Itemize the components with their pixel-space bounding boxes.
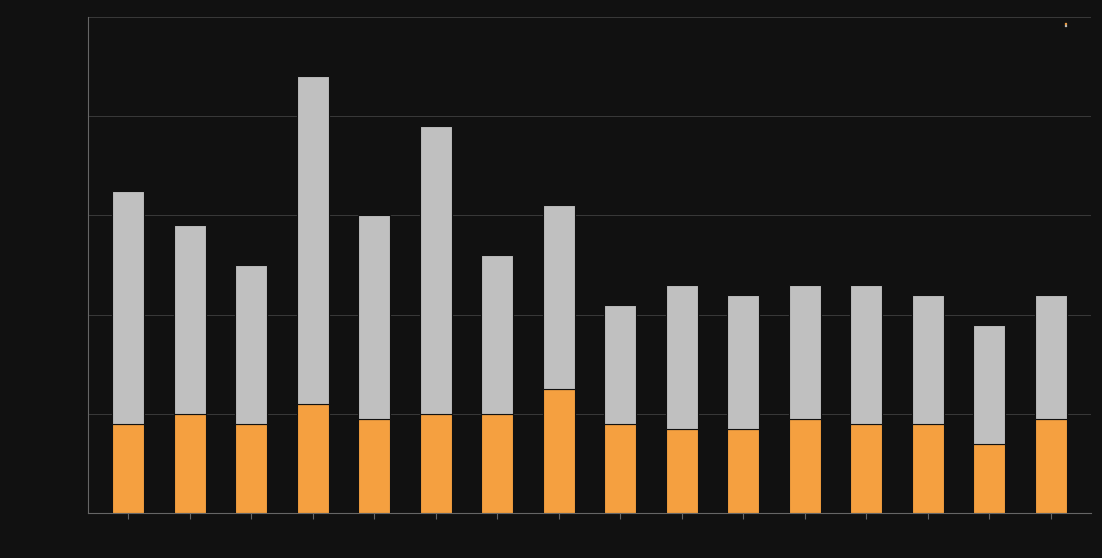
Bar xyxy=(973,325,1005,444)
Bar xyxy=(1035,419,1067,513)
Bar xyxy=(851,285,883,424)
Bar xyxy=(973,444,1005,513)
Bar xyxy=(296,76,328,404)
Bar xyxy=(482,414,514,513)
Bar xyxy=(727,295,759,429)
Bar xyxy=(666,285,698,429)
Bar xyxy=(666,429,698,513)
Bar xyxy=(112,191,144,424)
Bar xyxy=(112,424,144,513)
Bar xyxy=(174,225,206,414)
Bar xyxy=(235,424,267,513)
Bar xyxy=(851,424,883,513)
Bar xyxy=(174,414,206,513)
Bar xyxy=(912,295,944,424)
Bar xyxy=(1035,295,1067,419)
Bar xyxy=(789,419,821,513)
Bar xyxy=(543,205,575,389)
Bar xyxy=(727,429,759,513)
Bar xyxy=(604,305,636,424)
Bar xyxy=(543,389,575,513)
Bar xyxy=(358,215,390,419)
Bar xyxy=(789,285,821,419)
Legend: Pääteiden osuus, Kaikki tiet yhteensä: Pääteiden osuus, Kaikki tiet yhteensä xyxy=(1065,22,1080,26)
Bar xyxy=(358,419,390,513)
Bar xyxy=(482,255,514,414)
Bar xyxy=(420,126,452,414)
Bar xyxy=(912,424,944,513)
Bar xyxy=(420,414,452,513)
Bar xyxy=(296,404,328,513)
Bar xyxy=(604,424,636,513)
Bar xyxy=(235,265,267,424)
